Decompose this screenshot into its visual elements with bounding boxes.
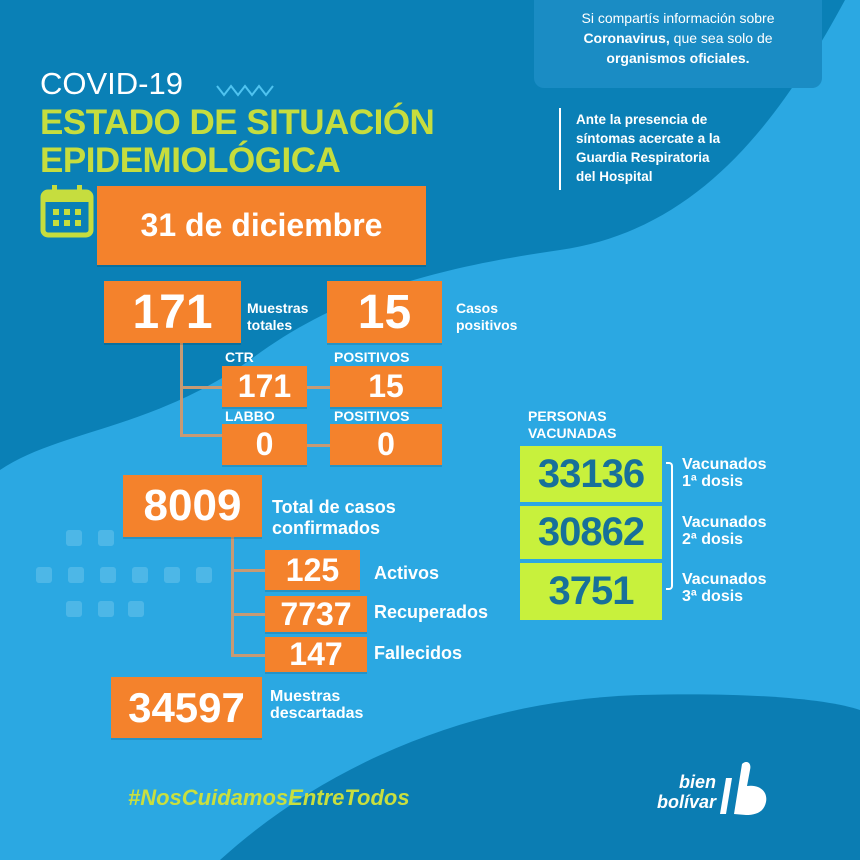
logo-text: bien bolívar <box>656 772 716 812</box>
hashtag: #NosCuidamosEntreTodos <box>128 785 410 810</box>
vaccinated-title: PERSONAS VACUNADAS <box>528 408 617 441</box>
labbo-positive-value: 0 <box>330 424 442 465</box>
ctr-label: CTR <box>225 349 254 365</box>
recovered-cases: 7737 <box>265 596 367 632</box>
dose2-label: Vacunados 2ª dosis <box>682 514 767 548</box>
ctr-value: 171 <box>222 366 307 407</box>
page-title: ESTADO DE SITUACIÓN EPIDEMIOLÓGICA <box>40 103 435 180</box>
total-samples: 171 <box>104 281 241 343</box>
bracket <box>666 462 673 590</box>
wave-icon <box>216 84 274 97</box>
vaccine-dose3: 3751 <box>520 563 662 620</box>
vaccine-dose2: 30862 <box>520 506 662 559</box>
thumbs-up-logo-icon <box>720 762 767 815</box>
confirmed-label: Total de casos confirmados <box>272 497 396 538</box>
positive-cases: 15 <box>327 281 442 343</box>
deceased-cases: 147 <box>265 636 367 672</box>
labbo-value: 0 <box>222 424 307 465</box>
vaccine-dose1: 33136 <box>520 446 662 502</box>
calendar-icon <box>40 185 94 238</box>
date-box: 31 de diciembre <box>97 186 426 265</box>
total-samples-label: Muestras totales <box>247 300 309 333</box>
covid-label: COVID-19 <box>40 66 183 101</box>
labbo-label: LABBO <box>225 408 275 424</box>
advice-text: Ante la presencia de síntomas acercate a … <box>576 112 721 184</box>
confirmed-cases: 8009 <box>123 475 262 537</box>
divider <box>559 108 561 190</box>
active-cases: 125 <box>265 550 360 590</box>
positive-cases-label: Casos positivos <box>456 300 518 333</box>
notice-box: Si compartís información sobre Coronavir… <box>534 0 822 88</box>
recovered-label: Recuperados <box>374 602 489 622</box>
active-label: Activos <box>374 563 440 583</box>
ctr-positive-value: 15 <box>330 366 442 407</box>
deceased-label: Fallecidos <box>374 643 463 663</box>
labbo-positive-label: POSITIVOS <box>334 408 410 424</box>
discarded-samples: 34597 <box>111 677 262 738</box>
dose3-label: Vacunados 3ª dosis <box>682 571 767 605</box>
ctr-positive-label: POSITIVOS <box>334 349 410 365</box>
discarded-label: Muestras descartadas <box>270 688 364 722</box>
dose1-label: Vacunados 1ª dosis <box>682 456 767 490</box>
